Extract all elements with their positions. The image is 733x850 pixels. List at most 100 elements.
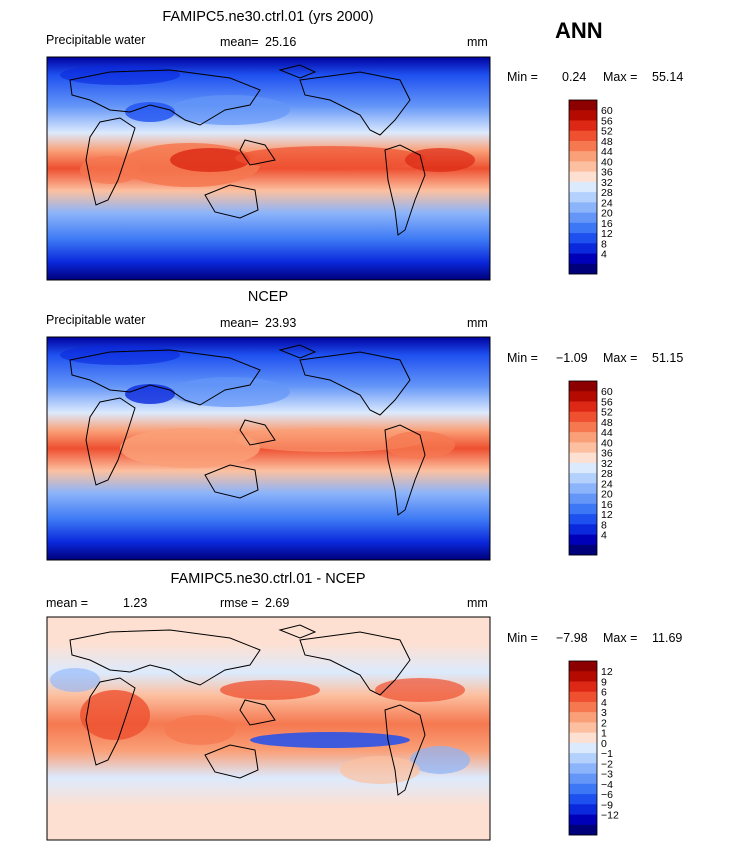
panel-obs-min-value: −1.09 [556,351,588,365]
panel-model-max-label: Max = [603,70,638,84]
colorbar-swatch [569,401,597,413]
colorbar-swatch [569,110,597,121]
panel-obs-mean-label: mean= [220,316,259,330]
panel-diff-frame [46,616,491,841]
colorbar-level-label: 40 [601,437,613,449]
panel-diff-min-label: Min = [507,631,538,645]
colorbar-level-label: −4 [601,779,613,791]
colorbar-level-label: 36 [601,448,613,460]
colorbar-swatch [569,233,597,244]
colorbar-level-label: 24 [601,478,613,490]
colorbar-level-label: 52 [601,126,613,138]
panel-model-variable: Precipitable water [46,33,146,47]
colorbar-level-label: 4 [601,530,607,542]
colorbar-level-label: 12 [601,666,613,678]
colorbar-swatch [569,824,597,836]
colorbar-swatch [569,100,597,111]
colorbar-swatch [569,140,597,152]
colorbar-swatch [569,151,597,162]
colorbar-level-label: 4 [601,249,607,261]
panel-obs-mean-value: 23.93 [265,316,297,330]
colorbar-swatch [569,742,597,754]
colorbar-level-label: 60 [601,386,613,398]
colorbar-swatch [569,253,597,265]
panel-obs-units: mm [467,316,488,330]
colorbar-swatch [569,391,597,402]
panel-obs-map [47,337,490,560]
colorbar-swatch [569,763,597,774]
panel-model-mean-label: mean= [220,35,259,49]
colorbar-level-label: 32 [601,177,613,189]
colorbar-swatch [569,263,597,275]
colorbar-level-label: 8 [601,519,607,531]
colorbar-level-label: 4 [601,697,607,709]
colorbar-level-label: 1 [601,728,607,740]
colorbar-level-label: 44 [601,146,613,158]
colorbar-level-label: 48 [601,417,613,429]
colorbar-level-label: 6 [601,687,607,699]
colorbar-swatch [569,544,597,556]
colorbar-swatch [569,503,597,515]
panel-model-title: FAMIPC5.ne30.ctrl.01 (yrs 2000) [162,9,374,25]
colorbar-swatch [569,161,597,172]
panel-obs-frame [46,336,491,561]
panel-model-map [47,57,490,280]
panel-diff-max-value: 11.69 [652,631,683,645]
panel-model-mean-value: 25.16 [265,35,297,49]
colorbar-swatch [569,483,597,494]
colorbar-swatch [569,432,597,443]
colorbar-level-label: 32 [601,458,613,470]
colorbar-level-label: 56 [601,396,613,408]
colorbar-swatch [569,222,597,234]
colorbar-swatch [569,442,597,453]
colorbar-swatch [569,671,597,682]
panel-diff-mean-label: mean = [46,596,89,610]
colorbar-level-label: 12 [601,509,613,521]
colorbar-level-label: 12 [601,228,613,240]
panel-model-frame [46,56,491,281]
colorbar-swatch [569,524,597,535]
colorbar-level-label: −9 [601,799,613,811]
colorbar-swatch [569,192,597,203]
colorbar-level-label: 9 [601,676,607,688]
colorbar-level-label: 20 [601,208,613,220]
panel-model-units: mm [467,35,488,49]
colorbar-level-label: 48 [601,136,613,148]
panel-obs-min-label: Min = [507,351,538,365]
colorbar-level-label: 0 [601,738,607,750]
colorbar-swatch [569,381,597,392]
panel-model-min-label: Min = [507,70,538,84]
colorbar-level-label: −1 [601,748,613,760]
colorbar-swatch [569,202,597,213]
colorbar-swatch [569,181,597,193]
colorbar-swatch [569,534,597,546]
colorbar-swatch [569,452,597,464]
colorbar-swatch [569,212,597,224]
panel-model-min-value: 0.24 [562,70,587,84]
colorbar-swatch [569,681,597,693]
colorbar-level-label: 16 [601,218,613,230]
colorbar-level-label: −3 [601,769,613,781]
colorbar-level-label: 44 [601,427,613,439]
panel-obs-max-label: Max = [603,351,638,365]
colorbar-swatch [569,421,597,433]
colorbar-swatch [569,773,597,785]
colorbar-swatch [569,514,597,525]
colorbar-swatch [569,171,597,183]
panel-model-coastlines [69,64,426,236]
colorbar-swatch [569,411,597,423]
panel-obs-max-value: 51.15 [652,351,684,365]
panel-model-max-value: 55.14 [652,70,684,84]
colorbar-swatch [569,120,597,132]
colorbar-level-label: 28 [601,187,613,199]
colorbar-level-label: 24 [601,197,613,209]
panel-diff-mean-value: 1.23 [123,596,148,610]
colorbar-level-label: 56 [601,115,613,127]
colorbar-swatch [569,712,597,723]
colorbar-swatch [569,722,597,733]
colorbar-swatch [569,701,597,713]
